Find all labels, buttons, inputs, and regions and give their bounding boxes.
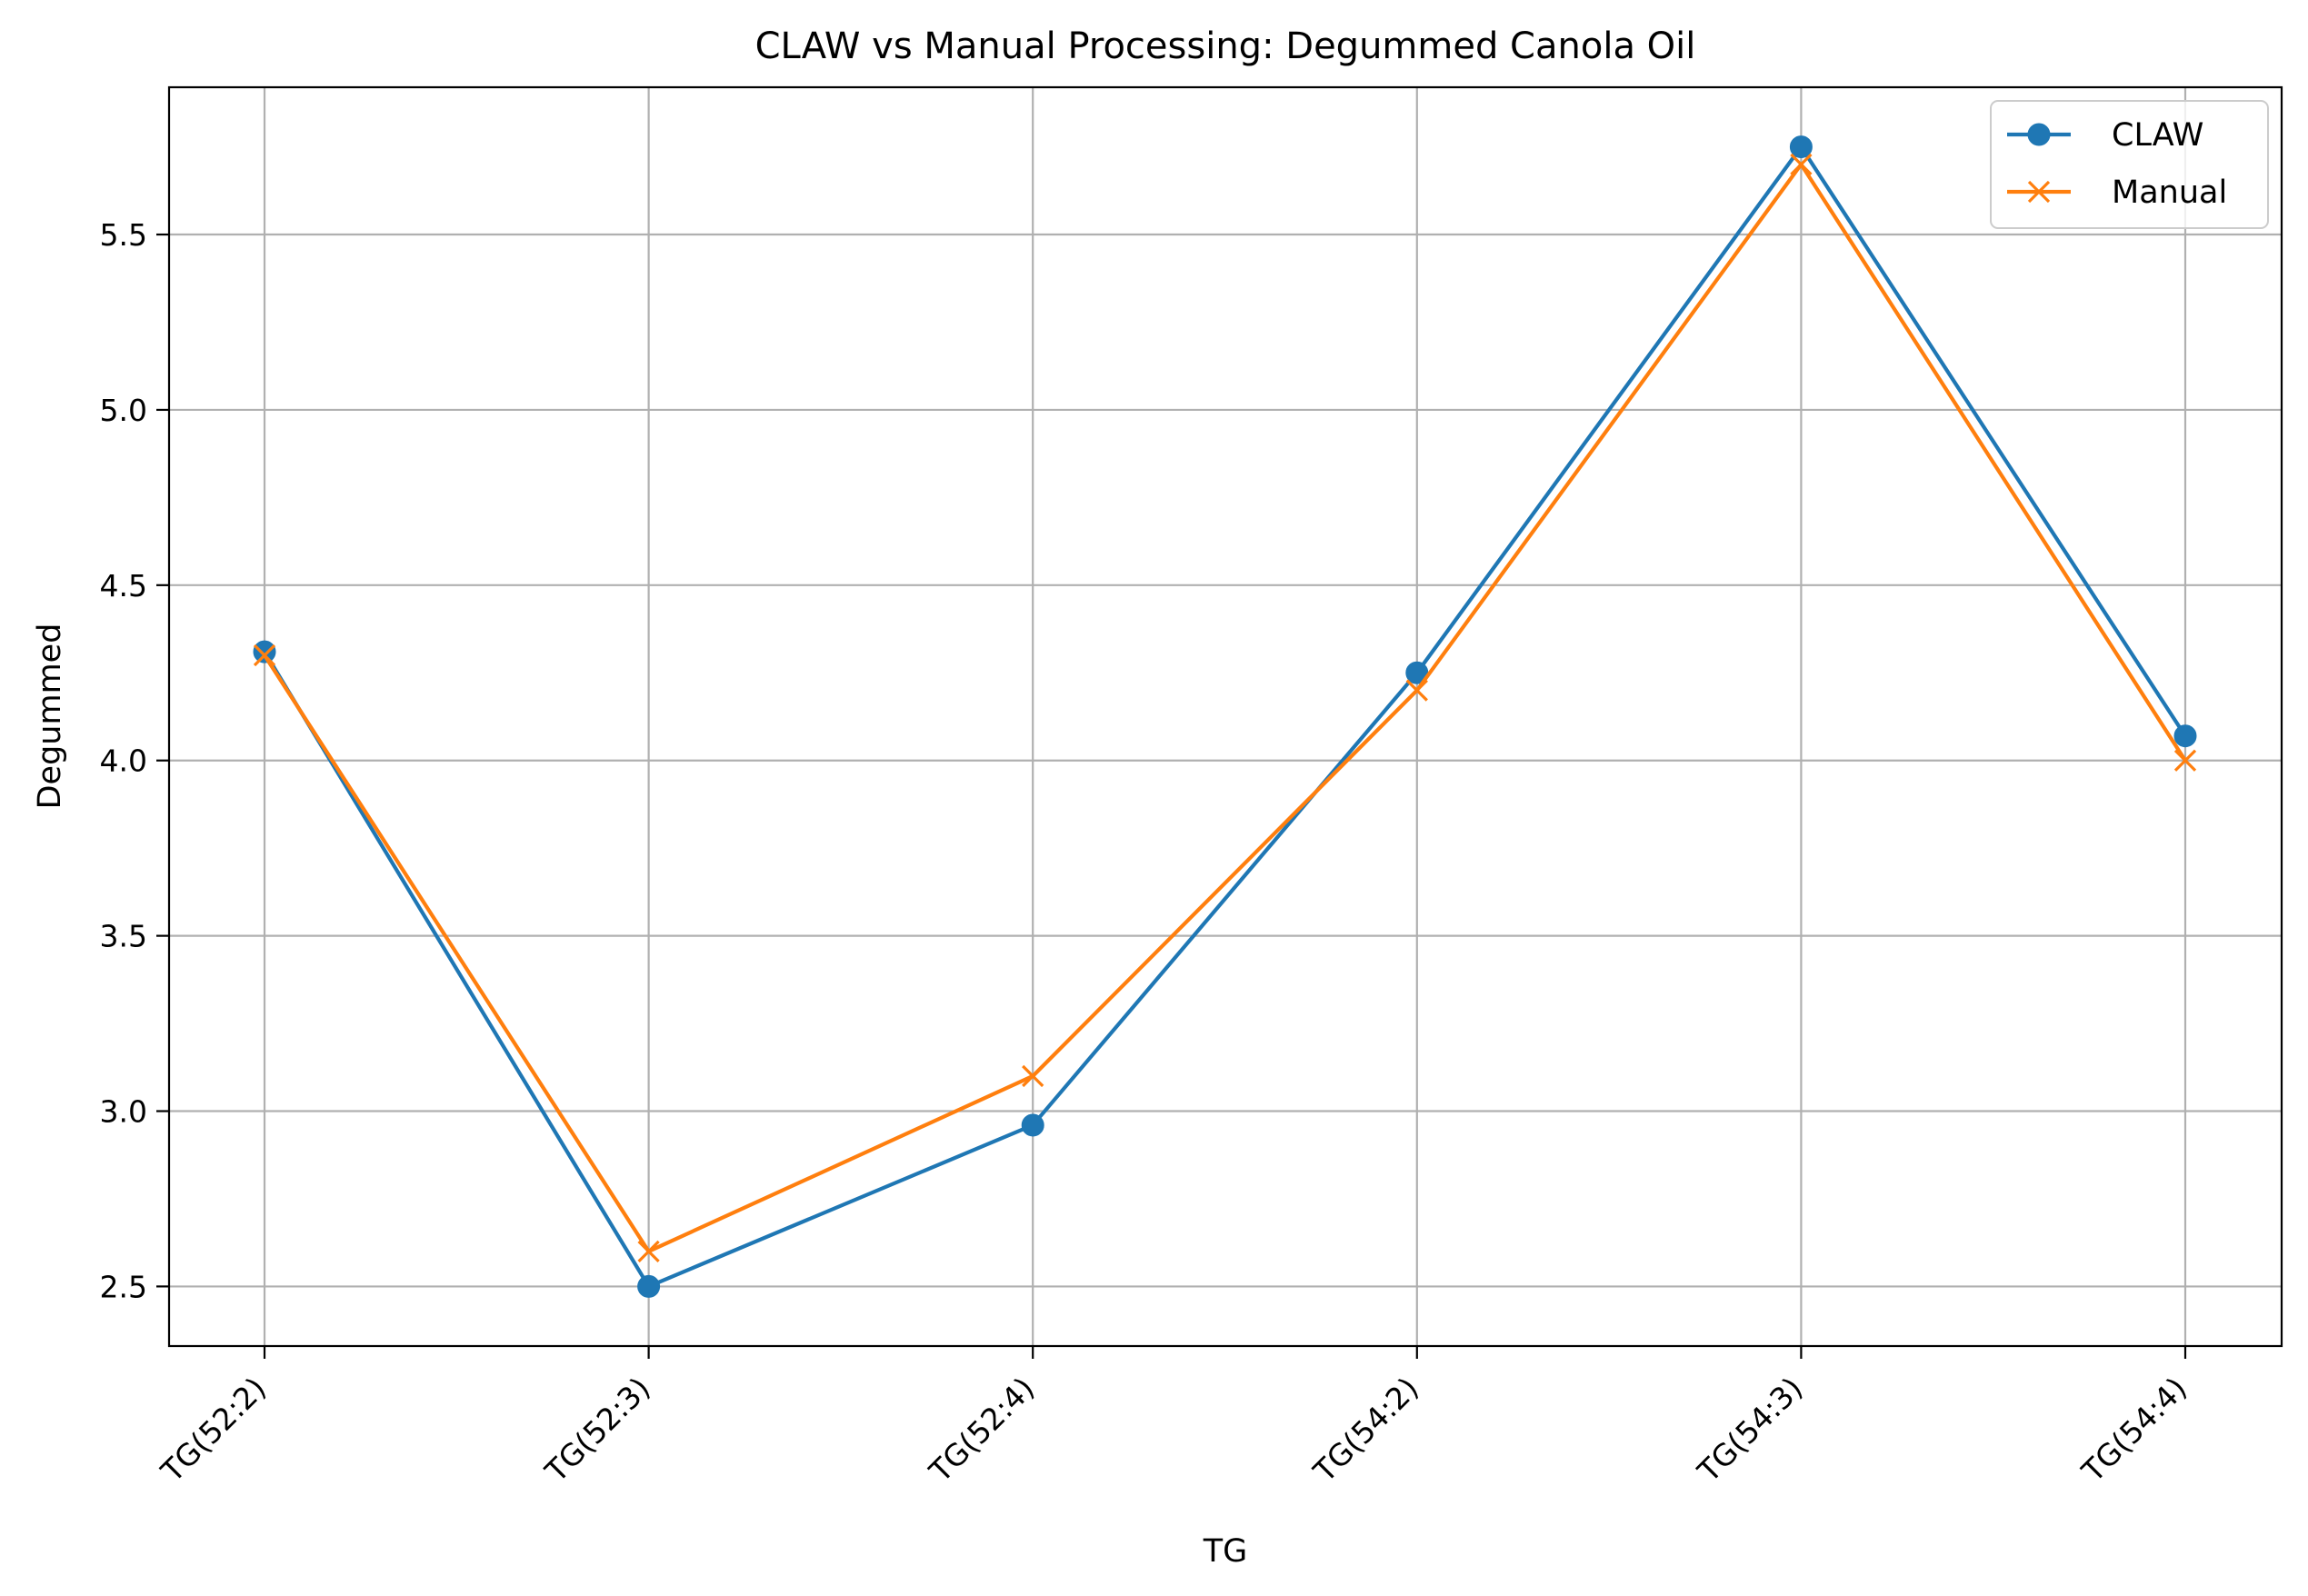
series-line-claw	[263, 145, 2187, 1289]
x-axis-label: TG	[1203, 1533, 1248, 1570]
y-tick-label: 5.5	[100, 217, 147, 253]
data-point-manual	[2173, 749, 2197, 772]
marker-stroke	[637, 1240, 660, 1262]
data-point-manual	[253, 643, 276, 667]
y-tick-label: 5.0	[100, 393, 147, 428]
data-point-manual	[637, 1240, 660, 1262]
series-manual	[253, 153, 2197, 1262]
data-point-manual	[1790, 153, 1813, 176]
y-tick-label: 2.5	[100, 1269, 147, 1304]
data-point-claw	[1789, 135, 1813, 159]
legend-entry-manual: Manual	[2007, 175, 2227, 211]
marker-stroke	[2027, 180, 2051, 204]
plot-area-frame	[167, 85, 2283, 1348]
data-point-claw	[1021, 1113, 1044, 1137]
marker-stroke	[1790, 153, 1813, 176]
y-tick-label: 3.5	[100, 919, 147, 954]
marker-stroke	[1405, 679, 1428, 702]
marker-stroke	[253, 643, 276, 667]
data-point-manual	[1405, 679, 1428, 702]
chart-title: CLAW vs Manual Processing: Degummed Cano…	[755, 25, 1696, 67]
y-tick-label: 4.5	[100, 568, 147, 603]
data-point-claw	[2173, 724, 2197, 748]
marker-stroke	[1022, 1064, 1044, 1088]
marker-stroke	[2173, 749, 2197, 772]
y-tick-label: 3.0	[100, 1094, 147, 1130]
data-point-claw	[637, 1274, 661, 1298]
legend-marker-manual	[2027, 180, 2051, 204]
legend: CLAW Manual	[1990, 100, 2269, 229]
legend-marker-claw	[2027, 123, 2051, 146]
legend-label-manual: Manual	[2112, 175, 2227, 211]
data-series	[253, 135, 2197, 1298]
series-line-manual	[263, 162, 2187, 1253]
grid-lines	[169, 87, 2282, 1346]
y-axis-label: Degummed	[32, 623, 68, 810]
legend-entry-claw: CLAW	[2007, 117, 2203, 154]
data-point-claw	[253, 640, 276, 663]
series-claw	[253, 135, 2197, 1298]
legend-label-claw: CLAW	[2112, 117, 2203, 154]
y-tick-label: 4.0	[100, 743, 147, 779]
data-point-manual	[1022, 1064, 1044, 1088]
